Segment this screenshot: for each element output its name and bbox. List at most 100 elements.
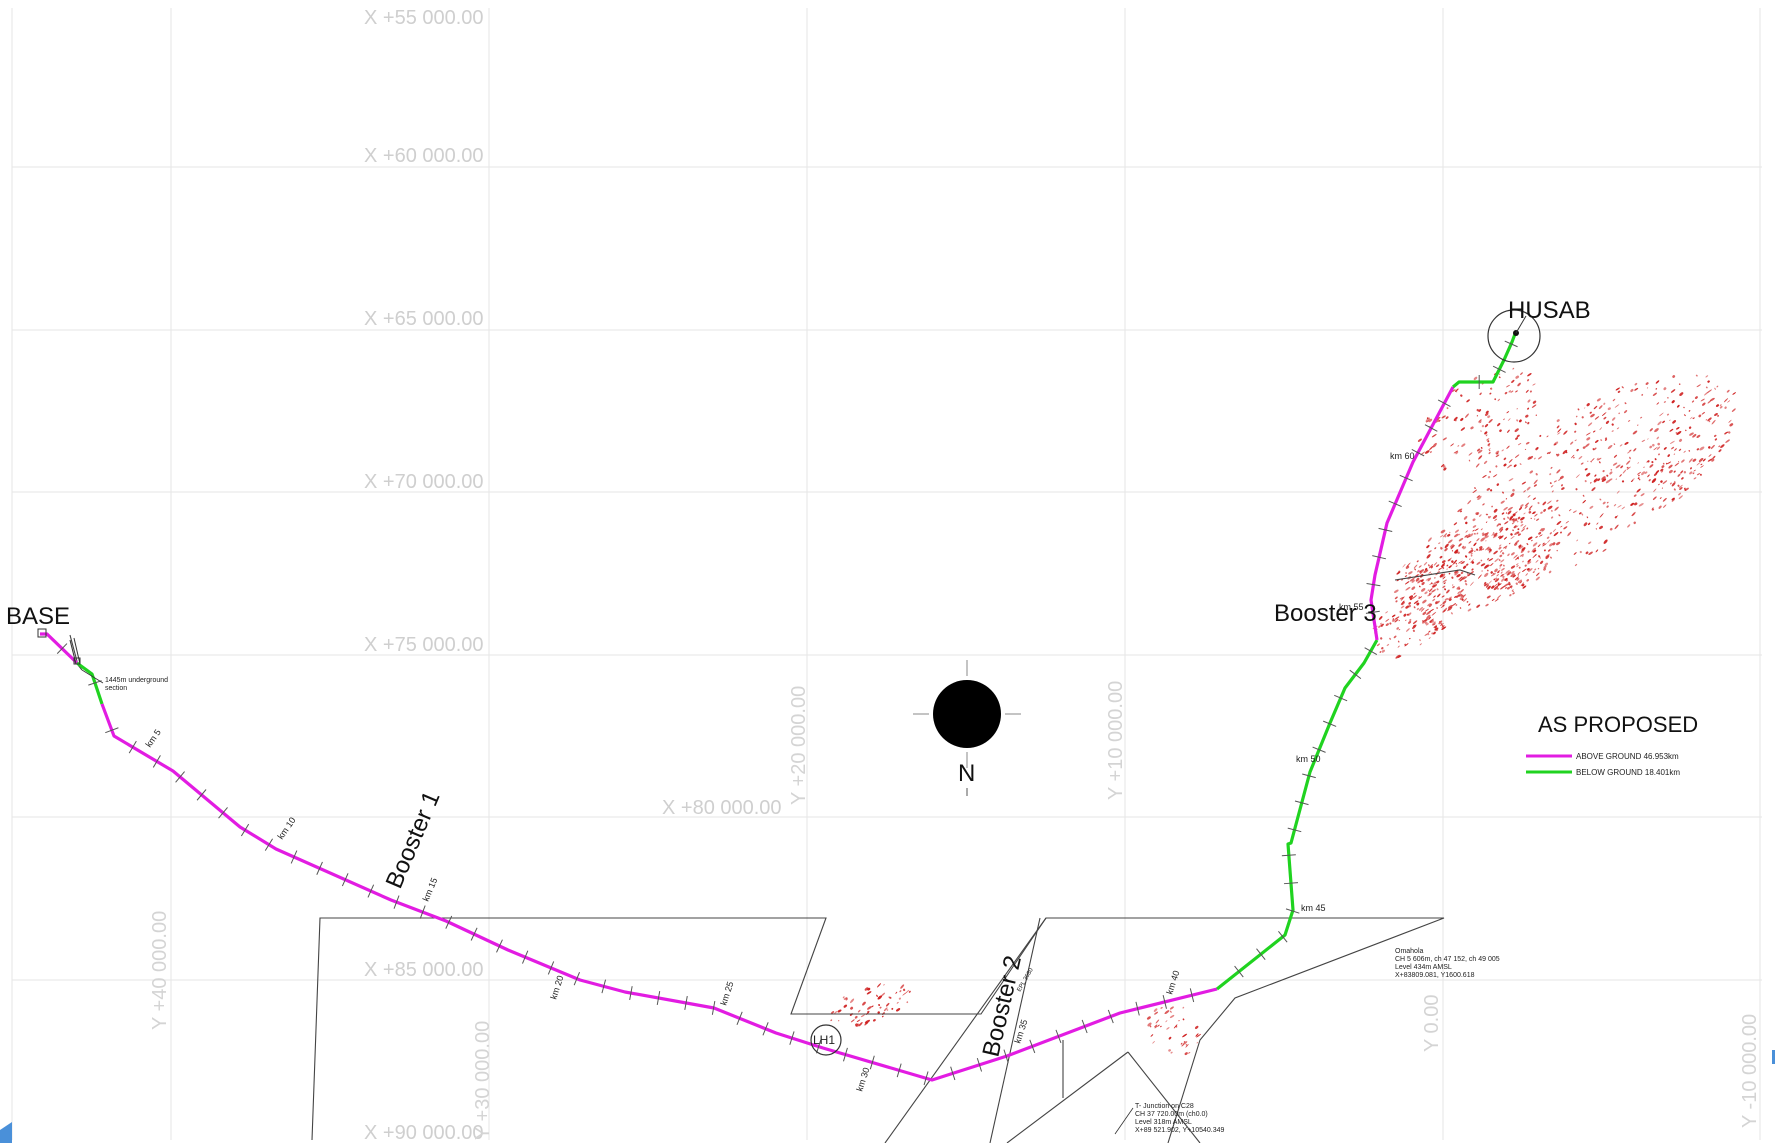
terrain-patch — [1173, 1024, 1178, 1029]
grid-y-label: Y +30 000.00 — [472, 1021, 494, 1140]
terrain-patch — [1638, 478, 1641, 481]
chainage-tick — [1055, 1029, 1062, 1044]
terrain-patch — [1695, 374, 1698, 377]
husab-site[interactable] — [1487, 309, 1541, 363]
terrain-patch — [1575, 415, 1578, 418]
terrain-patch — [1707, 417, 1712, 422]
terrain-patch — [1602, 501, 1606, 505]
terrain-patch — [1399, 597, 1404, 600]
km-label: km 20 — [548, 974, 565, 1000]
terrain-patch — [1423, 561, 1428, 566]
terrain-patch — [1707, 380, 1710, 383]
terrain-patch — [1534, 457, 1536, 460]
husab-site-circle[interactable] — [1487, 309, 1541, 363]
terrain-patch — [1152, 1040, 1155, 1044]
terrain-patch — [1515, 556, 1520, 561]
terrain-patch — [1619, 444, 1623, 447]
chainage-tick — [240, 823, 250, 837]
terrain-patch — [1458, 576, 1463, 581]
terrain-patch — [1671, 400, 1675, 404]
terrain-patch — [1468, 533, 1474, 538]
terrain-patch — [1453, 522, 1458, 526]
terrain-patch — [1503, 545, 1508, 549]
terrain-patch — [1575, 488, 1578, 491]
terrain-patch — [1714, 413, 1718, 416]
terrain-patch — [1586, 437, 1591, 441]
terrain-patch — [1440, 604, 1446, 609]
terrain-patch — [854, 1015, 858, 1019]
terrain-patch — [1512, 590, 1514, 592]
terrain-patch — [1517, 579, 1523, 583]
terrain-patch — [1556, 549, 1558, 552]
lh1-circle[interactable] — [810, 1024, 842, 1056]
terrain-patch — [1432, 623, 1436, 626]
booster-3-label[interactable]: Booster 3 — [1274, 600, 1377, 627]
terrain-patch — [1386, 643, 1390, 647]
omahola-note: Omahola — [1395, 948, 1424, 955]
terrain-patch — [1638, 503, 1644, 507]
terrain-patch — [1578, 456, 1583, 460]
chainage-tick — [56, 643, 68, 654]
terrain-patch — [1638, 474, 1640, 477]
terrain-patch — [1421, 588, 1426, 592]
terrain-patch — [1689, 432, 1694, 436]
terrain-patch — [1626, 460, 1631, 465]
terrain-patch — [1436, 588, 1439, 591]
terrain-patch — [1535, 447, 1539, 451]
chainage-tick — [1492, 365, 1506, 373]
terrain-patch — [1533, 518, 1536, 520]
chainage-tick — [1504, 340, 1518, 348]
terrain-patch — [1458, 533, 1461, 536]
legend-below-label: BELOW GROUND 18.401km — [1576, 768, 1680, 777]
terrain-patch — [1488, 418, 1493, 424]
chainage-tick — [1365, 610, 1380, 614]
terrain-patch — [1515, 519, 1518, 522]
terrain-patch — [1511, 518, 1515, 521]
terrain-patch — [1450, 443, 1454, 447]
terrain-patch — [1508, 390, 1512, 393]
terrain-patch — [1674, 448, 1677, 451]
terrain-patch — [1519, 463, 1522, 465]
terrain-patch — [1479, 392, 1482, 396]
terrain-patch — [1648, 479, 1651, 482]
terrain-patch — [1707, 400, 1712, 404]
terrain-patch — [1404, 581, 1410, 585]
terrain-patch — [1389, 637, 1392, 640]
terrain-patch — [1421, 581, 1425, 586]
base-label[interactable]: BASE — [6, 603, 70, 630]
terrain-patch — [1537, 544, 1541, 548]
terrain-patch — [1728, 431, 1731, 434]
terrain-patch — [1517, 516, 1521, 520]
terrain-patch — [1499, 549, 1503, 553]
grid-y-label: Y -10 000.00 — [1739, 1014, 1761, 1128]
terrain-patch — [1491, 533, 1495, 536]
terrain-patch — [1599, 525, 1603, 530]
terrain-patch — [1490, 562, 1494, 567]
terrain-patch — [1663, 387, 1667, 391]
terrain-patch — [1549, 473, 1552, 476]
terrain-patch — [1554, 443, 1557, 446]
terrain-patch — [1422, 599, 1427, 604]
terrain-patch — [1442, 585, 1446, 588]
husab-label[interactable]: HUSAB — [1508, 297, 1591, 324]
terrain-patch — [1414, 568, 1416, 571]
terrain-patch — [1647, 438, 1649, 440]
terrain-patch — [1380, 622, 1382, 625]
terrain-patch — [1393, 635, 1397, 639]
terrain-patch — [1679, 487, 1683, 490]
chainage-tick — [1256, 948, 1266, 960]
booster-1-label[interactable]: Booster 1 — [381, 787, 446, 892]
terrain-patch — [1540, 560, 1544, 565]
terrain-patch — [1493, 550, 1498, 555]
terrain-patch — [1442, 437, 1447, 441]
terrain-patch — [1195, 1025, 1199, 1030]
terrain-patch — [1674, 462, 1680, 467]
terrain-patch — [1632, 478, 1635, 481]
lh1-site[interactable]: LH1 — [810, 1024, 842, 1056]
terrain-patch — [1182, 1018, 1185, 1021]
terrain-patch — [1661, 465, 1665, 468]
terrain-patch — [1660, 468, 1664, 472]
terrain-patch — [1599, 427, 1602, 431]
terrain-patch — [1585, 432, 1591, 436]
